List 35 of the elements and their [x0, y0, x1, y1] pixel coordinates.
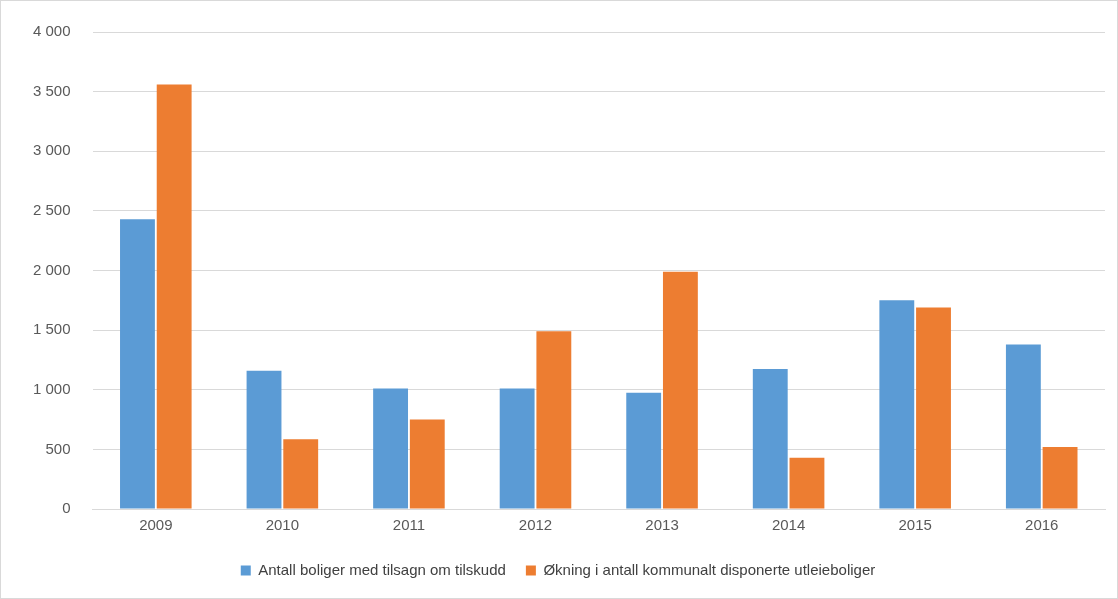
bar [626, 392, 662, 509]
x-tick-label: 2010 [265, 516, 300, 534]
bar [409, 419, 445, 509]
y-tick-label: 3 000 [32, 141, 71, 159]
bar [283, 439, 319, 509]
bar [156, 84, 192, 509]
y-tick-label: 2 000 [32, 260, 71, 278]
x-tick-label: 2011 [392, 516, 426, 534]
bar [1005, 344, 1041, 509]
x-tick-label: 2016 [1025, 516, 1059, 534]
bar [499, 388, 535, 509]
bar [752, 368, 788, 509]
bar [916, 307, 951, 509]
y-tick-label: 3 500 [32, 81, 71, 99]
x-tick-label: 2014 [771, 516, 806, 534]
x-tick-label: 2015 [898, 516, 932, 534]
x-tick-label: 2013 [645, 516, 679, 534]
y-tick-label: 4 000 [32, 22, 71, 40]
y-tick-label: 1 000 [32, 379, 71, 397]
bar [789, 457, 825, 509]
bar [246, 370, 282, 509]
legend-label: Antall boliger med tilsagn om tilskudd [258, 560, 506, 578]
y-tick-label: 500 [45, 439, 71, 457]
y-tick-label: 0 [62, 499, 71, 517]
y-tick-label: 1 500 [32, 320, 71, 338]
x-tick-label: 2012 [518, 516, 553, 534]
y-tick-label: 2 500 [32, 201, 71, 219]
x-tick-label: 2009 [139, 516, 173, 534]
legend-label: Økning i antall kommunalt disponerte utleieboliger [543, 560, 876, 578]
bar [879, 300, 915, 509]
bar [662, 271, 698, 509]
bar [536, 331, 572, 509]
bar [373, 388, 409, 509]
bar [1042, 446, 1078, 509]
bar [120, 219, 155, 509]
